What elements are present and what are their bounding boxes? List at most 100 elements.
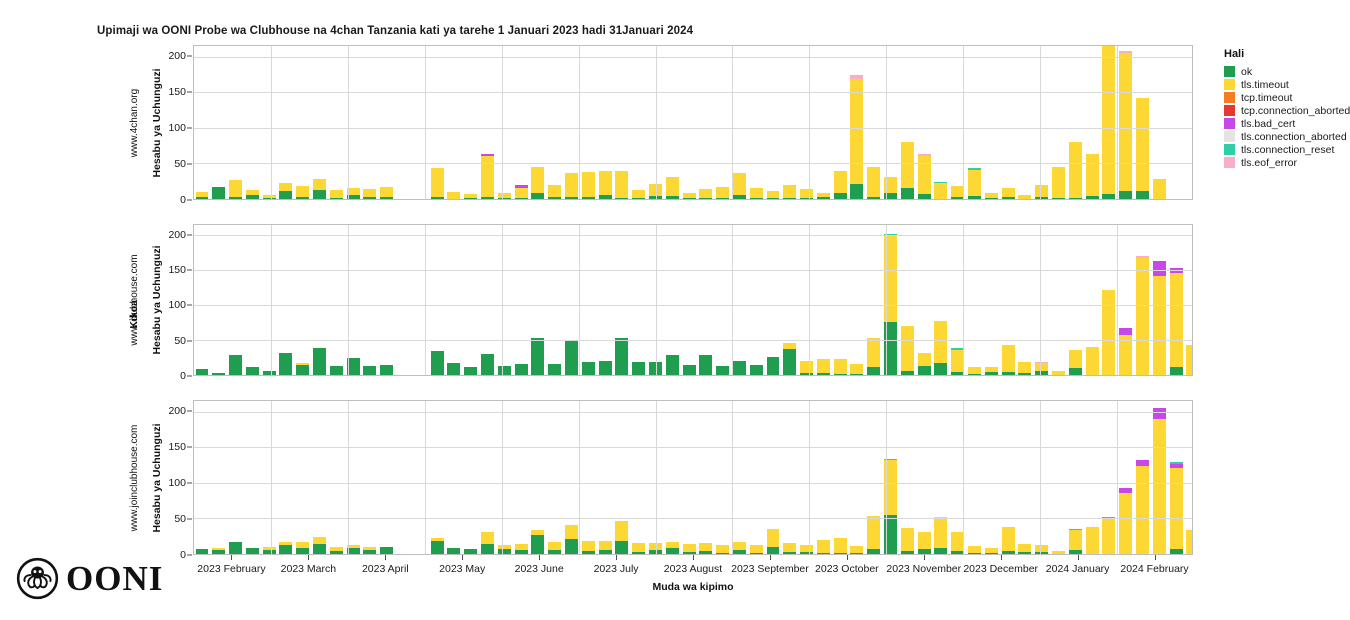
bar-segment-ok [951, 372, 965, 375]
gridline-horizontal [194, 199, 1192, 200]
bar-segment-tls-timeout [632, 543, 646, 552]
bar-segment-ok [984, 197, 998, 199]
bar-segment-tls-timeout [850, 363, 864, 374]
bar-segment-ok [195, 548, 209, 554]
bar-segment-tls-timeout [1152, 276, 1166, 375]
x-axis-tick-mark [769, 555, 771, 560]
legend-item-ok[interactable]: ok [1224, 65, 1350, 78]
bar-segment-ok [1035, 371, 1049, 375]
x-axis-tick-label: 2023 November [886, 563, 962, 575]
gridline-horizontal [194, 411, 1192, 413]
bar-segment-ok [716, 552, 730, 554]
bar-segment-tls-timeout [783, 184, 797, 199]
bar-segment-tls-timeout [884, 460, 898, 516]
x-axis-tick-label: 2023 June [514, 563, 564, 575]
bar-segment-tls-timeout [195, 191, 209, 197]
gridline-horizontal [194, 375, 1192, 376]
bar-segment-ok [884, 515, 898, 554]
bar-segment-ok [430, 541, 444, 554]
legend-item-tcp-connection_aborted[interactable]: tcp.connection_aborted [1224, 104, 1350, 117]
y-axis-label-1: Hesabu ya Uchunguzi [151, 245, 163, 355]
bar-segment-ok [229, 196, 243, 199]
bar-segment-tls-timeout [514, 543, 528, 551]
legend-item-tls-timeout[interactable]: tls.timeout [1224, 78, 1350, 91]
bar-segment-ok [968, 196, 981, 199]
bar-segment-ok [262, 550, 276, 554]
bar-segment-ok [816, 372, 830, 375]
bar-segment-tls-bad_cert [514, 185, 528, 189]
bar-segment-tls-timeout [363, 188, 377, 197]
bar-segment-tls-timeout [682, 193, 696, 198]
legend-swatch-icon [1224, 66, 1235, 77]
bar-segment-tls-timeout [1035, 185, 1049, 197]
bar-segment-tls-timeout [850, 78, 864, 184]
bar-segment-tls-timeout [699, 543, 713, 552]
gridline-vertical [809, 401, 811, 554]
gridline-vertical [1040, 225, 1042, 375]
bar-segment-tls-connection_reset [1169, 462, 1183, 464]
bar-segment-ok [766, 198, 780, 199]
bar-segment-ok [581, 362, 595, 375]
bar-segment-tls-timeout [329, 189, 343, 198]
bar-segment-ok [632, 362, 646, 375]
bar-segment-ok [447, 362, 461, 375]
bar-segment-tls-timeout [1169, 467, 1183, 549]
bar-segment-ok [296, 365, 310, 375]
bar-segment-tls-timeout [951, 186, 965, 197]
bar-segment-ok [296, 548, 310, 554]
bar-segment-tls-timeout [951, 531, 965, 552]
gridline-vertical [424, 46, 426, 199]
bar-segment-ok [749, 552, 763, 554]
legend-item-tls-eof_error[interactable]: tls.eof_error [1224, 156, 1350, 169]
x-axis-tick-mark [1077, 555, 1079, 560]
y-axis-tick-mark [187, 234, 192, 236]
y-axis-tick-mark [187, 127, 192, 129]
gridline-horizontal [194, 518, 1192, 520]
bar-segment-ok [1001, 372, 1015, 375]
x-axis-tick-mark [385, 555, 387, 560]
bar-segment-tls-timeout [1018, 362, 1032, 373]
gridline-vertical [1040, 401, 1042, 554]
bar-segment-tls-timeout [1119, 335, 1133, 375]
x-axis-tick-mark [1154, 555, 1156, 560]
legend-swatch-icon [1224, 105, 1235, 116]
bar-segment-tls-timeout [497, 545, 511, 549]
bar-segment-ok [615, 541, 629, 554]
bar-segment-tls-timeout [951, 349, 965, 373]
y-axis-tick-mark [187, 482, 192, 484]
bar-segment-tls-timeout [884, 235, 898, 322]
legend-item-tcp-timeout[interactable]: tcp.timeout [1224, 91, 1350, 104]
bar-segment-tls-timeout [262, 194, 276, 199]
gridline-vertical [886, 225, 888, 375]
bar-segment-ok [1001, 196, 1015, 199]
gridline-horizontal [194, 482, 1192, 484]
bar-segment-tls-timeout [1119, 493, 1133, 554]
bar-segment-tls-timeout [1001, 527, 1015, 552]
y-axis-label-0: Hesabu ya Uchunguzi [151, 67, 163, 178]
bar-segment-tls-connection_reset [1102, 517, 1116, 519]
legend-item-tls-connection_aborted[interactable]: tls.connection_aborted [1224, 130, 1350, 143]
gridline-vertical [347, 401, 349, 554]
gridline-vertical [732, 46, 734, 199]
x-axis-tick-mark [923, 555, 925, 560]
bar-segment-ok [1102, 193, 1116, 199]
bar-segment-tls-connection_reset [1068, 528, 1082, 531]
gridline-vertical [501, 225, 503, 375]
logo-text: OONI [66, 558, 164, 598]
bar-segment-ok [598, 549, 612, 554]
bar-segment-ok [1068, 550, 1082, 554]
bar-segment-tls-connection_reset [951, 348, 965, 350]
bar-segment-ok [648, 550, 662, 554]
bar-segment-tls-timeout [329, 546, 343, 552]
gridline-vertical [424, 225, 426, 375]
bar-segment-ok [564, 196, 578, 199]
bar-segment-tls-timeout [1135, 257, 1149, 375]
y-axis-tick-mark [187, 518, 192, 520]
legend-item-tls-bad_cert[interactable]: tls.bad_cert [1224, 117, 1350, 130]
bar-segment-ok [900, 188, 914, 199]
panel-domain-label-0: www.4chan.org [129, 88, 140, 157]
x-axis-tick-label: 2024 January [1045, 563, 1110, 575]
bar-segment-ok [1169, 367, 1183, 375]
legend-item-tls-connection_reset[interactable]: tls.connection_reset [1224, 143, 1350, 156]
bar-segment-tls-bad_cert [1135, 459, 1149, 467]
